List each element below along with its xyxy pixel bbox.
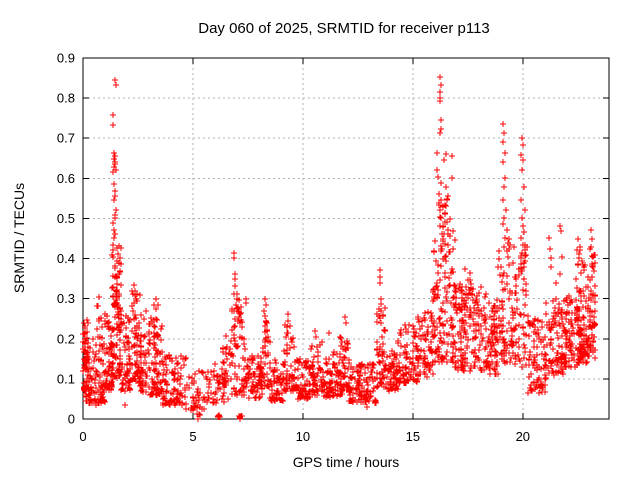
x-tick-label: 10 bbox=[296, 429, 310, 444]
y-tick-label: 0.9 bbox=[57, 51, 75, 66]
x-tick-label: 0 bbox=[79, 429, 86, 444]
y-tick-label: 0.6 bbox=[57, 171, 75, 186]
y-tick-label: 0 bbox=[68, 412, 75, 427]
y-tick-label: 0.3 bbox=[57, 291, 75, 306]
y-tick-label: 0.2 bbox=[57, 331, 75, 346]
chart-canvas: 0 5 10 15 20 0 0.1 0.2 0.3 0.4 0.5 0.6 0.7 0.8 0.9 bbox=[57, 51, 610, 444]
y-tick-label: 0.1 bbox=[57, 371, 75, 386]
x-axis-label: GPS time / hours bbox=[293, 454, 400, 470]
x-tick-label: 5 bbox=[189, 429, 196, 444]
x-tick-label: 15 bbox=[406, 429, 420, 444]
y-axis-label: SRMTID / TECUs bbox=[11, 183, 27, 293]
y-tick-label: 0.7 bbox=[57, 131, 75, 146]
plot-border bbox=[82, 57, 610, 420]
chart-title: Day 060 of 2025, SRMTID for receiver p11… bbox=[198, 20, 490, 37]
x-tick-label: 20 bbox=[516, 429, 530, 444]
scatter-points bbox=[80, 74, 598, 422]
y-tick-label: 0.4 bbox=[57, 251, 75, 266]
y-tick-label: 0.8 bbox=[57, 91, 75, 106]
y-tick-label: 0.5 bbox=[57, 211, 75, 226]
